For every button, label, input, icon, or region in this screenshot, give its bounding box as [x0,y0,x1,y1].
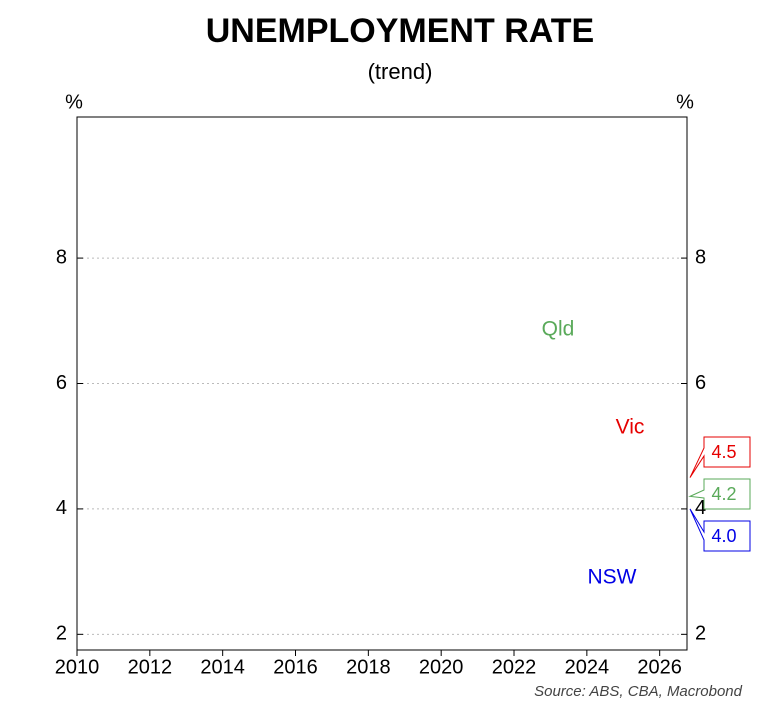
y-tick-label: 4 [56,497,67,519]
y2-tick-label: 6 [695,372,706,394]
end-label-box [689,508,751,552]
x-tick-label: 2018 [346,656,391,678]
y2-tick-label: 2 [695,623,706,645]
x-tick-label: 2024 [565,656,610,678]
series-label: Vic [616,416,645,439]
x-tick-label: 2014 [200,656,245,678]
x-tick-label: 2022 [492,656,537,678]
y2-tick-label: 4 [695,497,706,519]
y-tick-label: 8 [56,246,67,268]
x-tick-label: 2026 [637,656,682,678]
chart-subtitle: (trend) [368,59,433,84]
end-label: 4.0 [711,526,736,546]
x-tick-label: 2016 [273,656,318,678]
x-tick-label: 2020 [419,656,464,678]
end-label-box [689,436,751,478]
series-label: NSW [588,566,637,589]
end-label-box [688,478,751,510]
y-tick-label: 2 [56,623,67,645]
y-tick-label: 6 [56,372,67,394]
source-note: Source: ABS, CBA, Macrobond [534,683,743,700]
x-tick-label: 2012 [128,656,173,678]
y-axis-unit: % [65,91,83,113]
y2-axis-unit: % [676,91,694,113]
end-label: 4.2 [711,484,736,504]
x-tick-label: 2010 [55,656,100,678]
chart-title: UNEMPLOYMENT RATE [206,12,594,50]
series-label: Qld [542,318,575,341]
y2-tick-label: 8 [695,246,706,268]
end-label: 4.5 [711,442,736,462]
